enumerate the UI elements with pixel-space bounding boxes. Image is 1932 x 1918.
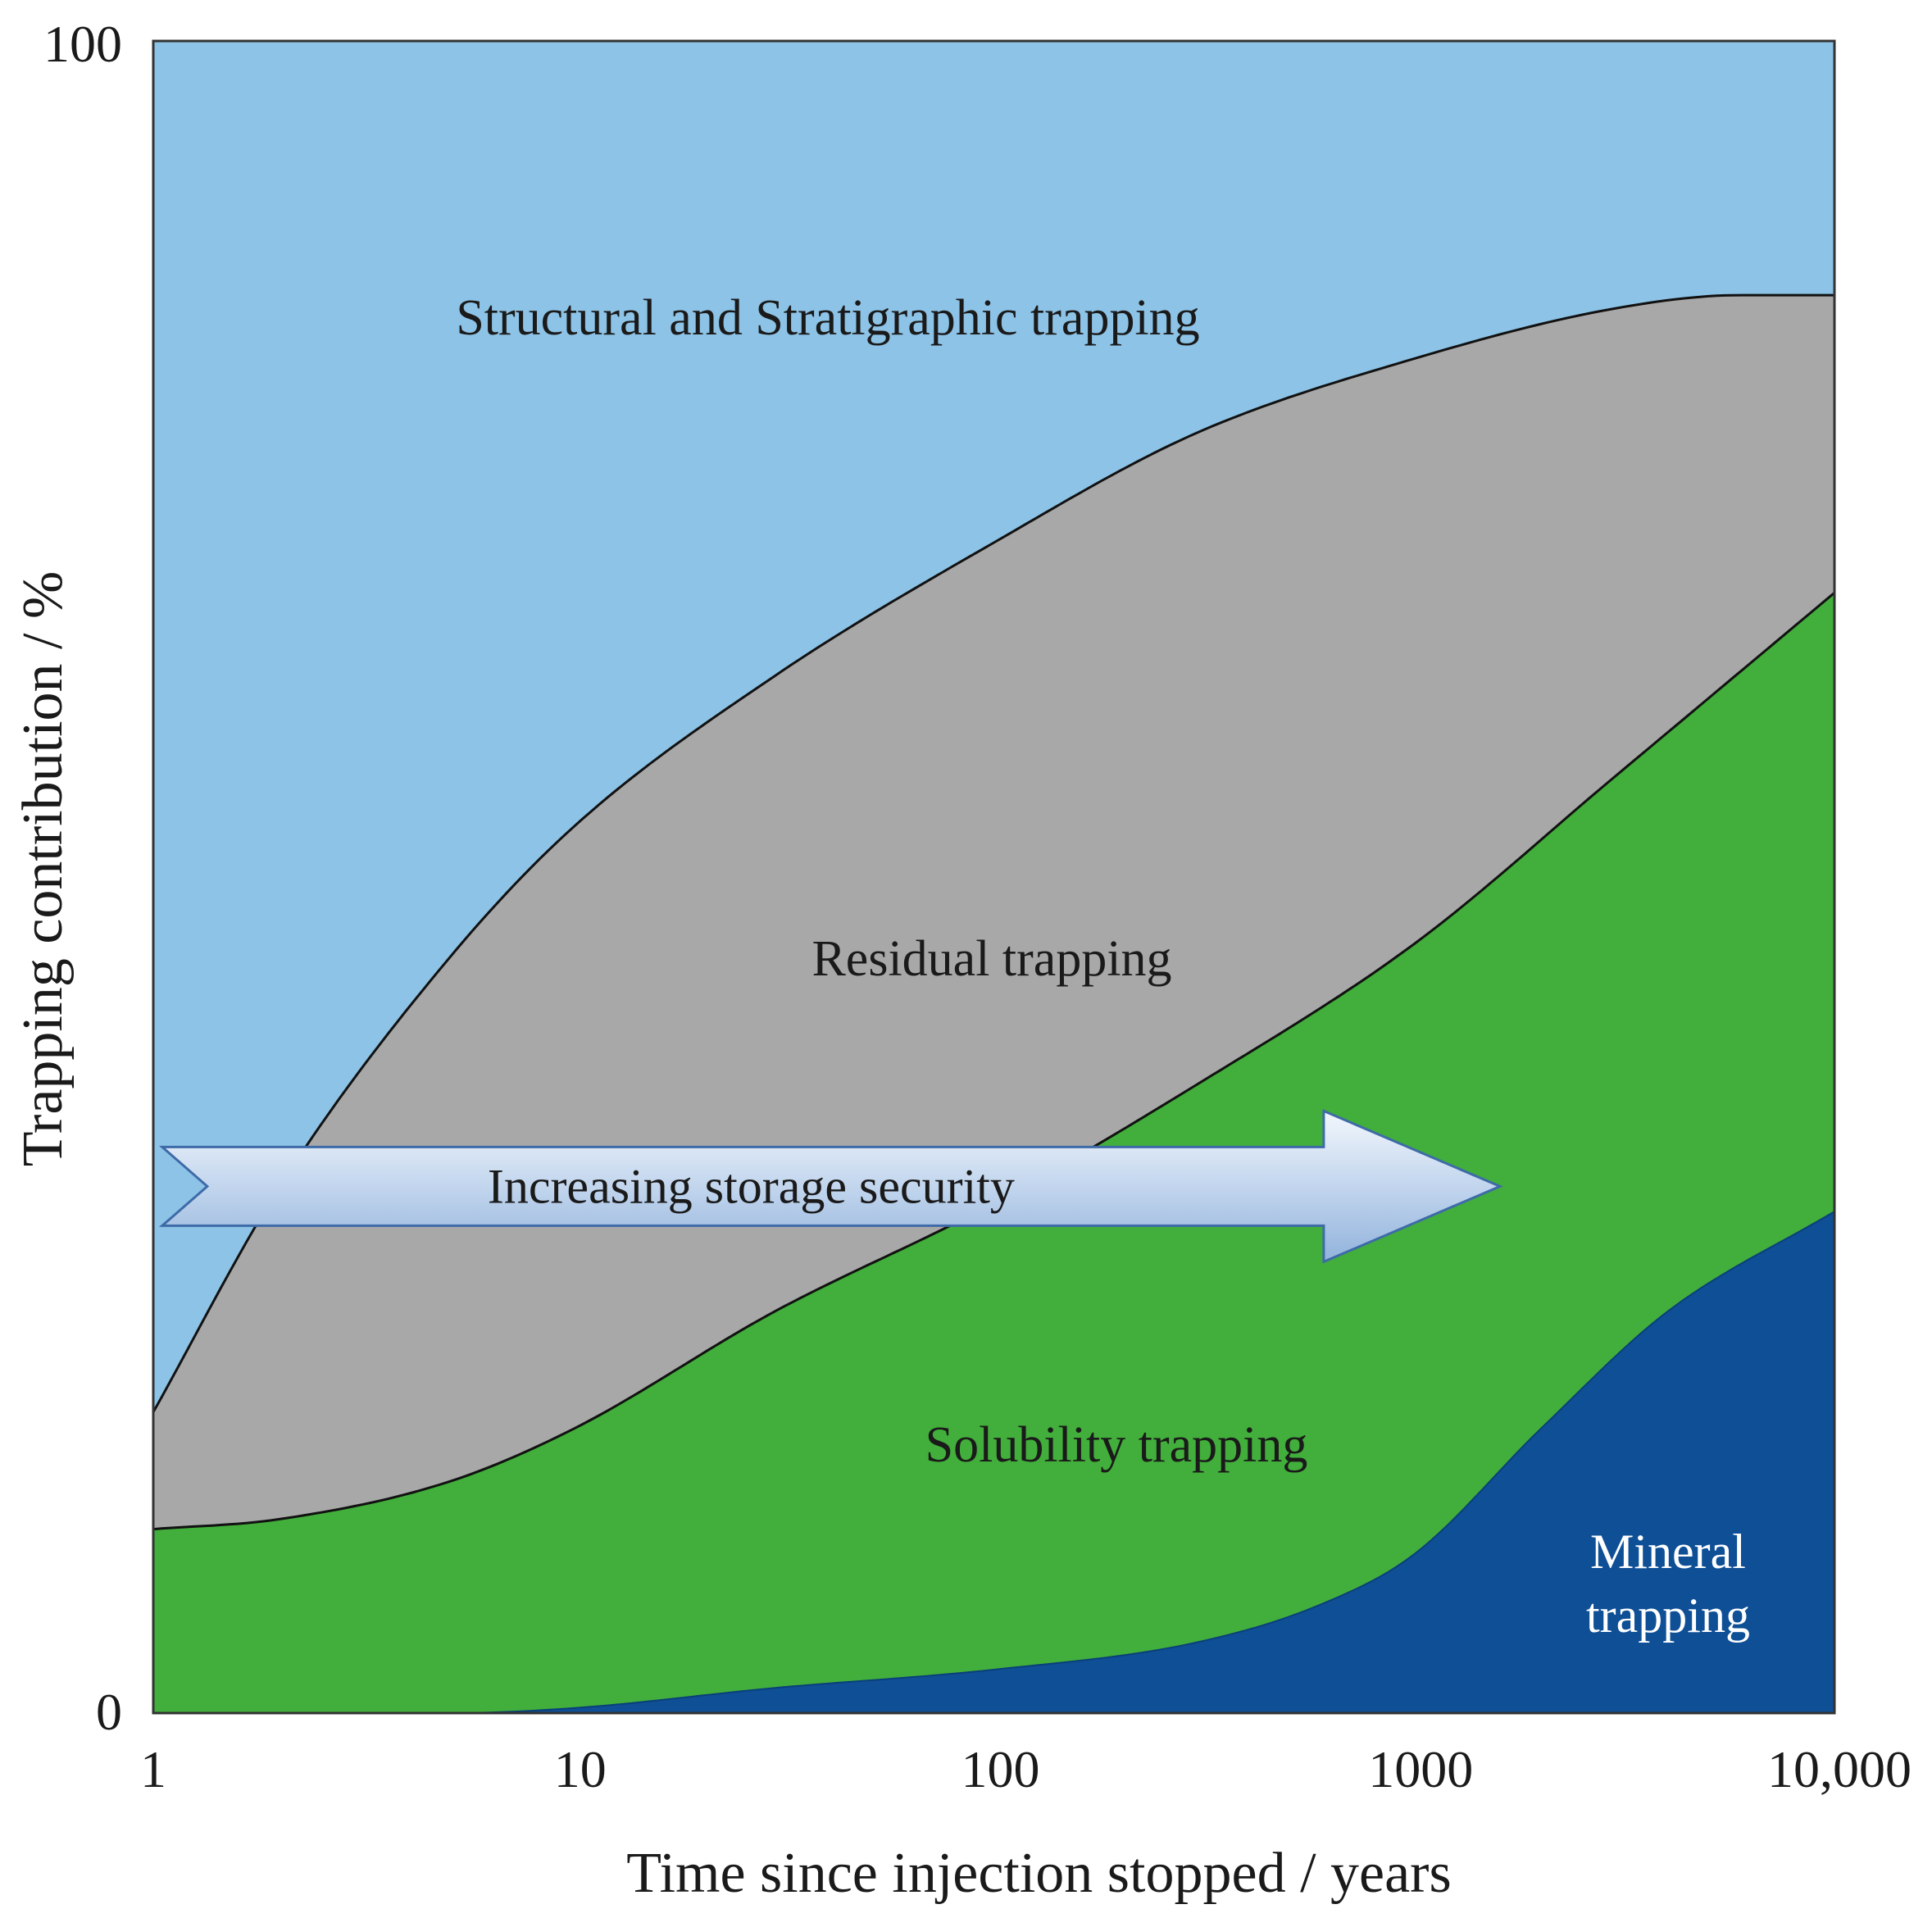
region-labels-layer: Structural and Stratigraphic trapping Res… <box>456 290 1750 1643</box>
x-tick-label: 10 <box>554 1740 607 1798</box>
region-solubility-area <box>153 593 1834 1714</box>
label-mineral-line-1: Mineral <box>1590 1525 1746 1579</box>
x-axis-title: Time since injection stopped / years <box>626 1842 1451 1905</box>
security-arrow-layer: Increasing storage security <box>158 1109 1503 1264</box>
label-structural-stratigraphic: Structural and Stratigraphic trapping <box>456 290 1199 346</box>
security-arrow <box>158 1109 1503 1264</box>
x-tick-label: 1 <box>140 1740 166 1798</box>
y-tick-label: 100 <box>43 15 122 73</box>
region-structural-stratigraphic-area <box>153 41 1834 1412</box>
security-arrow-label: Increasing storage security <box>488 1159 1015 1213</box>
label-residual: Residual trapping <box>811 931 1171 987</box>
label-solubility: Solubility trapping <box>925 1417 1308 1473</box>
x-tick-label: 10,000 <box>1767 1740 1912 1798</box>
plot-frame <box>152 39 1836 1715</box>
tick-labels-layer: 1 10 100 1000 10,000 0 100 <box>43 15 1912 1798</box>
y-axis-title: Trapping contribution / % <box>11 571 75 1167</box>
x-tick-label: 100 <box>961 1740 1040 1798</box>
x-tick-label: 1000 <box>1368 1740 1473 1798</box>
region-mineral-area <box>153 1211 1834 1713</box>
y-tick-label: 0 <box>96 1683 122 1741</box>
residual-top-line <box>152 293 1834 1413</box>
label-mineral-line-2: trapping <box>1586 1588 1750 1643</box>
